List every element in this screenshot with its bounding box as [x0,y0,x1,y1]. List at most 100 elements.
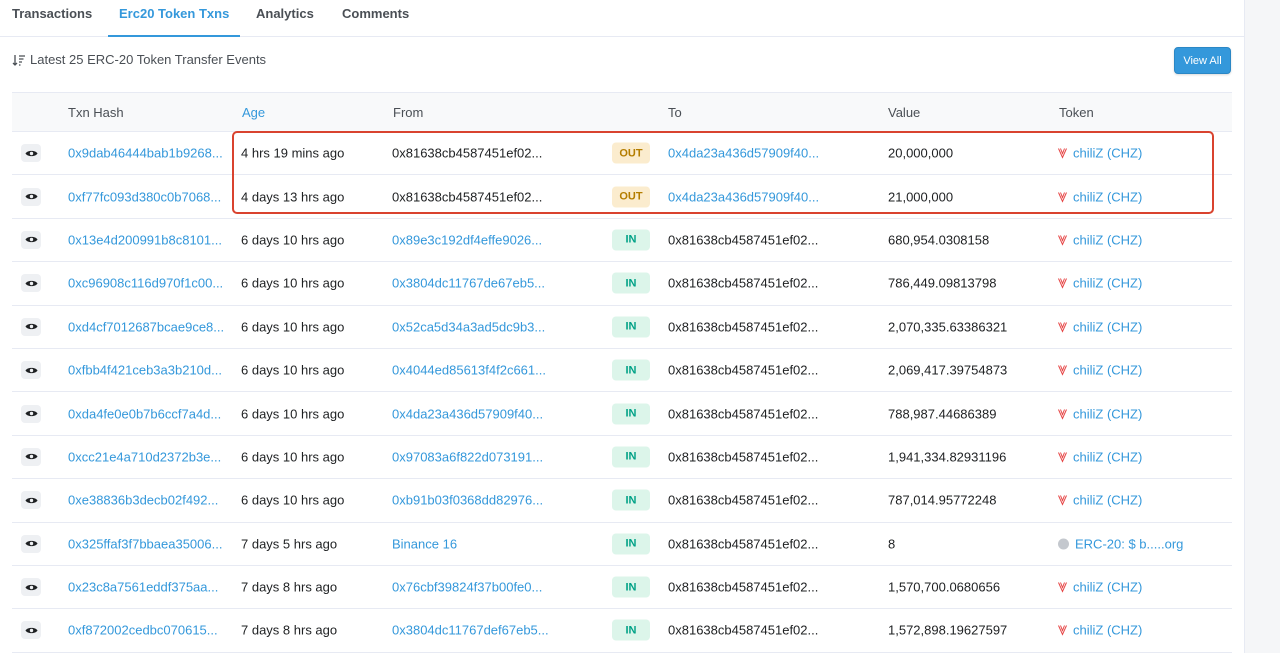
eye-icon [25,627,37,634]
from-address[interactable]: 0x3804dc11767def67eb5... [392,622,549,638]
txn-age: 7 days 5 hrs ago [241,536,338,552]
from-address[interactable]: Binance 16 [392,536,458,552]
erc20-token-icon [1058,538,1069,550]
transfer-value: 786,449.09813798 [888,275,997,291]
txn-age: 4 hrs 19 mins ago [241,145,345,161]
tab-label: Analytics [256,6,314,21]
from-address[interactable]: 0x4044ed85613f4f2c661... [392,362,546,378]
table-row: 0xda4fe0e0b7b6ccf7a4d... 6 days 10 hrs a… [12,392,1232,436]
direction-badge: IN [612,489,650,511]
table-row: 0xd4cf7012687bcae9ce8... 6 days 10 hrs a… [12,306,1232,349]
view-details-eye-button[interactable] [21,187,41,206]
token-link[interactable]: chiliZ (CHZ) [1058,580,1142,595]
chiliz-icon [1058,582,1067,593]
transfer-events-summary: Latest 25 ERC-20 Token Transfer Events [12,52,266,67]
to-address[interactable]: 0x4da23a436d57909f40... [668,189,820,205]
direction-badge: IN [612,229,650,251]
view-details-eye-button[interactable] [21,361,41,380]
view-details-eye-button[interactable] [21,230,41,249]
transfer-value: 788,987.44686389 [888,406,997,422]
tab-comments[interactable]: Comments [342,6,409,37]
view-details-eye-button[interactable] [21,534,41,553]
token-name: chiliZ (CHZ) [1073,232,1143,248]
token-name: chiliZ (CHZ) [1073,319,1143,335]
token-name: chiliZ (CHZ) [1073,275,1143,291]
to-address: 0x81638cb4587451ef02... [668,579,819,595]
from-address[interactable]: 0x52ca5d34a3ad5dc9b3... [392,319,546,335]
token-link[interactable]: chiliZ (CHZ) [1058,319,1142,334]
from-address[interactable]: 0x76cbf39824f37b00fe0... [392,579,543,595]
column-header-from: From [393,105,424,120]
txn-hash-link[interactable]: 0xda4fe0e0b7b6ccf7a4d... [68,406,222,422]
direction-badge: IN [612,272,650,294]
txn-hash-link[interactable]: 0xcc21e4a710d2372b3e... [68,449,222,465]
column-header-token: Token [1059,105,1094,120]
from-address[interactable]: 0x97083a6f822d073191... [392,449,544,465]
from-address: 0x81638cb4587451ef02... [392,189,543,205]
summary-text: Latest 25 ERC-20 Token Transfer Events [30,52,267,67]
token-link[interactable]: chiliZ (CHZ) [1058,493,1142,508]
table-body: 0x9dab46444bab1b9268... 4 hrs 19 mins ag… [12,132,1232,653]
txn-age: 6 days 10 hrs ago [241,492,345,508]
token-link[interactable]: chiliZ (CHZ) [1058,189,1142,204]
from-address[interactable]: 0x3804dc11767de67eb5... [392,275,546,291]
view-details-eye-button[interactable] [21,621,41,640]
transfer-value: 787,014.95772248 [888,492,997,508]
table-row: 0xf872002cedbc070615... 7 days 8 hrs ago… [12,609,1232,653]
eye-icon [25,454,37,460]
to-address: 0x81638cb4587451ef02... [668,536,819,552]
tab-erc20-token-txns[interactable]: Erc20 Token Txns [108,6,241,37]
token-link[interactable]: chiliZ (CHZ) [1058,449,1142,464]
tab-label: Erc20 Token Txns [119,6,230,21]
from-address[interactable]: 0x89e3c192df4effe9026... [392,232,543,248]
token-link[interactable]: chiliZ (CHZ) [1058,623,1142,638]
view-details-eye-button[interactable] [21,274,41,293]
txn-hash-link[interactable]: 0x23c8a7561eddf375aa... [68,579,219,595]
chiliz-icon [1058,452,1067,463]
view-details-eye-button[interactable] [21,144,41,163]
txn-hash-link[interactable]: 0xc96908c116d970f1c00... [68,275,224,291]
view-details-eye-button[interactable] [21,404,41,423]
token-link[interactable]: chiliZ (CHZ) [1058,276,1142,291]
token-link[interactable]: ERC-20: $ b.....org [1058,536,1183,551]
txn-age: 6 days 10 hrs ago [241,275,345,291]
txn-hash-link[interactable]: 0xe38836b3decb02f492... [68,492,219,508]
transfer-value: 21,000,000 [888,189,954,205]
to-address[interactable]: 0x4da23a436d57909f40... [668,145,820,161]
token-link[interactable]: chiliZ (CHZ) [1058,232,1142,247]
view-details-eye-button[interactable] [21,447,41,466]
tab-transactions[interactable]: Transactions [12,6,92,37]
chiliz-icon [1058,625,1067,636]
txn-hash-link[interactable]: 0x13e4d200991b8c8101... [68,232,222,248]
txn-hash-link[interactable]: 0xf872002cedbc070615... [68,622,218,638]
txn-hash-link[interactable]: 0x9dab46444bab1b9268... [68,145,223,161]
column-header-age[interactable]: Age [242,105,266,120]
view-details-eye-button[interactable] [21,491,41,510]
from-address[interactable]: 0x4da23a436d57909f40... [392,406,544,422]
from-address[interactable]: 0xb91b03f0368dd82976... [392,492,544,508]
txn-hash-link[interactable]: 0x325ffaf3f7bbaea35006... [68,536,223,552]
to-address: 0x81638cb4587451ef02... [668,275,819,291]
token-link[interactable]: chiliZ (CHZ) [1058,146,1142,161]
txn-hash-link[interactable]: 0xfbb4f421ceb3a3b210d... [68,362,222,378]
txn-age: 6 days 10 hrs ago [241,449,345,465]
tab-label: Transactions [12,6,93,21]
page-side-gutter [1244,0,1280,653]
token-link[interactable]: chiliZ (CHZ) [1058,363,1142,378]
to-address: 0x81638cb4587451ef02... [668,406,819,422]
token-link[interactable]: chiliZ (CHZ) [1058,406,1142,421]
eye-icon [25,193,37,200]
token-name: chiliZ (CHZ) [1073,492,1143,508]
direction-badge: IN [612,359,650,381]
txn-hash-link[interactable]: 0xd4cf7012687bcae9ce8... [68,319,225,335]
tab-analytics[interactable]: Analytics [256,6,314,37]
view-details-eye-button[interactable] [21,317,41,336]
txn-hash-link[interactable]: 0xf77fc093d380c0b7068... [68,189,222,205]
transfer-value: 1,570,700.0680656 [888,579,1001,595]
txn-age: 6 days 10 hrs ago [241,319,345,335]
transfer-value: 20,000,000 [888,145,954,161]
view-all-button[interactable]: View All [1174,47,1231,74]
transfer-value: 2,069,417.39754873 [888,362,1008,378]
view-details-eye-button[interactable] [21,578,41,597]
table-header: Txn Hash Age From To Value Token [12,92,1232,132]
